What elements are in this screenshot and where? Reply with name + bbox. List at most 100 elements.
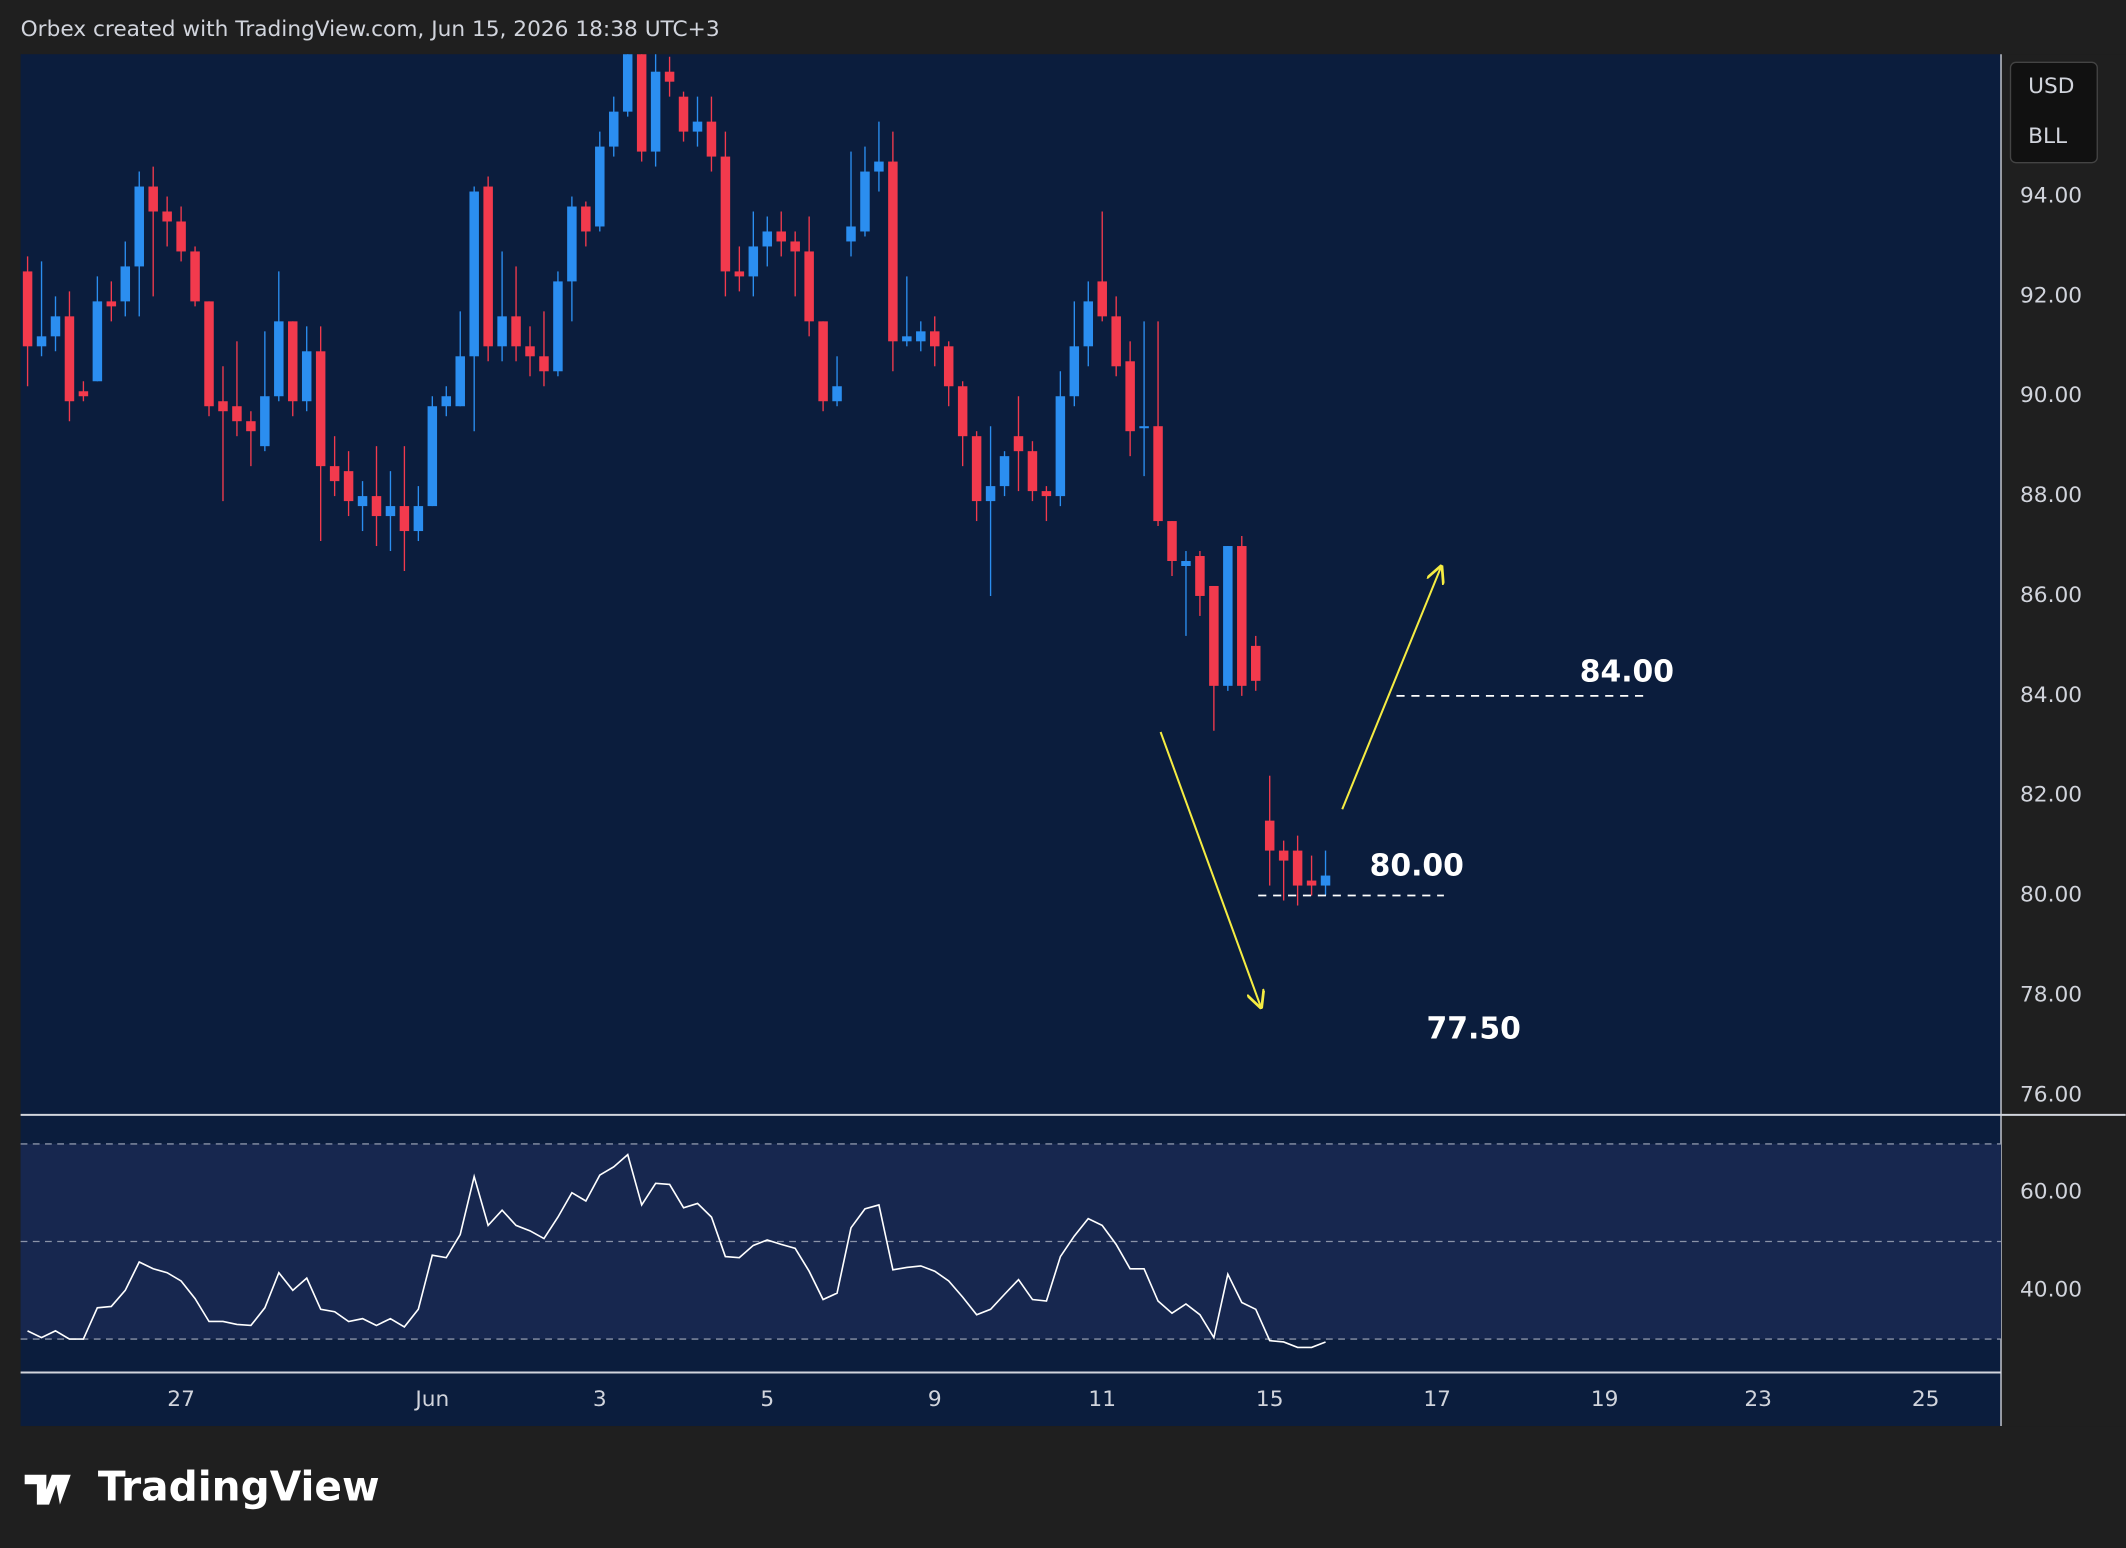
candle-body	[190, 251, 200, 302]
x-tick-label: 23	[1744, 1387, 1772, 1412]
candle-body	[148, 186, 158, 212]
candle-body	[1306, 880, 1317, 886]
candle-body	[650, 71, 661, 152]
candle-body	[874, 161, 884, 172]
candle-body	[567, 206, 577, 282]
candle-body	[902, 336, 912, 342]
x-tick-label: 5	[760, 1387, 774, 1412]
candle-body	[92, 301, 103, 382]
candle-body	[1153, 426, 1163, 522]
candle-body	[301, 351, 312, 402]
candle-body	[1055, 396, 1066, 497]
rsi-pane	[20, 1143, 2002, 1349]
header: Orbex created with TradingView.com, Jun …	[21, 17, 720, 42]
candle-body	[1069, 346, 1080, 397]
y-tick-label: 90.00	[2020, 383, 2082, 408]
candle-body	[678, 96, 689, 132]
candle-body	[36, 336, 47, 347]
candle-body	[483, 186, 493, 347]
candle-body	[50, 316, 61, 337]
candle-body	[232, 406, 242, 422]
candle-body	[427, 406, 438, 507]
candle-body	[748, 246, 759, 277]
candle-body	[385, 506, 396, 517]
candle-body	[455, 356, 465, 407]
candle-body	[469, 191, 479, 357]
logo: TradingView	[24, 1463, 380, 1511]
candle-body	[176, 221, 186, 252]
candle-body	[106, 301, 117, 307]
candle-body	[134, 186, 144, 267]
candle-body	[1013, 436, 1024, 452]
candle-body	[636, 54, 647, 152]
candle-body	[218, 401, 228, 412]
level-label: 80.00	[1370, 849, 1464, 884]
candle-body	[371, 496, 382, 517]
candle-body	[1027, 451, 1038, 492]
candle-body	[64, 316, 75, 402]
candle-body	[162, 211, 172, 222]
candle-body	[204, 301, 214, 407]
candle-body	[288, 321, 298, 402]
candle-body	[957, 386, 968, 437]
x-tick-label: 17	[1423, 1387, 1451, 1412]
y-tick-label: 78.00	[2020, 982, 2082, 1007]
logo-text: TradingView	[98, 1463, 380, 1511]
candle-body	[120, 266, 131, 302]
price-axis	[2001, 54, 2126, 1427]
candle-body	[999, 456, 1010, 487]
candle-body	[1041, 491, 1052, 497]
price-pane	[22, 54, 1331, 906]
candle-body	[943, 346, 954, 387]
y-tick-label: 80.00	[2020, 883, 2082, 908]
candle-body	[1083, 301, 1094, 347]
candle-body	[274, 321, 284, 397]
x-tick-label: Jun	[413, 1387, 449, 1412]
candle-body	[315, 351, 326, 467]
candle-body	[1125, 361, 1135, 432]
candle-body	[804, 251, 814, 322]
candle-body	[1237, 546, 1247, 686]
candle-body	[1139, 426, 1149, 429]
y-tick-label: 92.00	[2020, 283, 2082, 308]
candle-body	[734, 271, 745, 277]
candle-body	[1209, 585, 1219, 686]
candle-body	[985, 486, 996, 502]
y-tick-label: 94.00	[2020, 184, 2082, 209]
y-tick-label: 84.00	[2020, 683, 2082, 708]
candle-body	[78, 391, 89, 397]
candle-body	[1167, 521, 1177, 562]
x-tick-label: 9	[928, 1387, 942, 1412]
candle-body	[971, 436, 982, 502]
candle-body	[497, 316, 507, 347]
candle-body	[930, 331, 940, 347]
candle-body	[776, 231, 786, 242]
candle-body	[916, 331, 926, 342]
unit: BLL	[2028, 124, 2067, 149]
level-label: 77.50	[1427, 1011, 1521, 1046]
candle-body	[692, 121, 703, 132]
candle-body	[1264, 820, 1275, 851]
candle-body	[581, 206, 591, 232]
candle-body	[525, 346, 535, 357]
level-label: 84.00	[1580, 654, 1674, 689]
candle-body	[888, 161, 898, 342]
candle-body	[832, 386, 842, 402]
x-tick-label: 11	[1088, 1387, 1116, 1412]
x-tick-label: 27	[167, 1387, 195, 1412]
candle-body	[790, 241, 800, 252]
candle-body	[399, 506, 410, 532]
candle-body	[1223, 546, 1233, 686]
arrow-down	[1159, 731, 1261, 1007]
currency: USD	[2028, 74, 2074, 99]
arrow-up	[1341, 567, 1441, 810]
candle-body	[343, 471, 354, 502]
candle-body	[511, 316, 521, 347]
candle-body	[22, 271, 33, 347]
candle-body	[1292, 850, 1303, 886]
y-tick-label: 76.00	[2020, 1082, 2082, 1107]
candle-body	[441, 396, 452, 407]
candle-body	[622, 54, 633, 112]
